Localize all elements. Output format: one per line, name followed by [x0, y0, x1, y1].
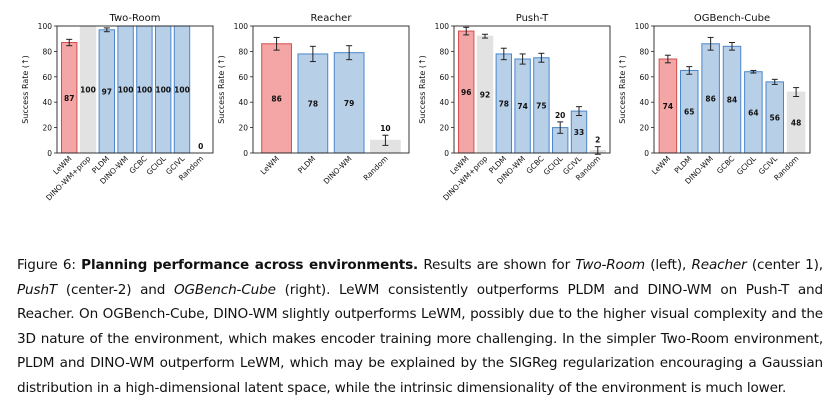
bar-value-label: 2 [595, 136, 600, 145]
bar-value-label: 0 [198, 142, 203, 151]
y-tick-label: 40 [238, 98, 248, 107]
bar-value-label: 92 [480, 91, 490, 100]
bar-value-label: 78 [499, 99, 509, 108]
y-tick-label: 100 [635, 22, 650, 31]
y-tick-label: 20 [639, 124, 649, 133]
chart-title: Push-T [516, 13, 549, 24]
y-tick-label: 80 [238, 47, 248, 56]
x-tick-label: LeWM [259, 154, 281, 176]
y-axis-label: Success Rate (↑) [217, 55, 226, 124]
y-tick-label: 60 [42, 73, 52, 82]
caption-env-ogbench-cube: OGBench-Cube [173, 281, 276, 298]
bar-value-label: 96 [461, 88, 471, 97]
y-tick-label: 40 [639, 98, 649, 107]
figure-caption: Figure 6: Planning performance across en… [17, 253, 823, 401]
bar-value-label: 84 [727, 96, 737, 105]
y-tick-label: 80 [639, 47, 649, 56]
caption-text: (center-2) and [57, 281, 174, 298]
bar [297, 53, 329, 154]
chart-title: Two-Room [108, 13, 160, 24]
axes-frame [56, 25, 214, 154]
chart-panel: OGBench-Cube Success Rate (↑) 0 20 40 60 80 100… [618, 13, 811, 186]
y-axis-label: Success Rate (↑) [618, 55, 627, 124]
bar-value-label: 64 [748, 108, 758, 117]
caption-bold-title: Planning performance across environments… [81, 257, 419, 273]
bar-value-label: 100 [80, 86, 96, 95]
bar-value-label: 74 [663, 102, 673, 111]
x-tick-label: Random [362, 154, 390, 182]
y-tick-label: 0 [47, 149, 52, 158]
y-axis-label: Success Rate (↑) [21, 55, 30, 124]
y-tick-label: 100 [435, 22, 450, 31]
x-tick-label: GCIQL [542, 153, 565, 176]
bar-value-label: 79 [344, 99, 354, 108]
bar-value-label: 65 [684, 108, 694, 117]
bar-value-label: 33 [574, 128, 584, 137]
axes-frame [653, 25, 811, 154]
bar-value-label: 100 [137, 86, 153, 95]
y-tick-label: 100 [234, 22, 249, 31]
bar-value-label: 74 [517, 102, 527, 111]
y-tick-label: 60 [439, 73, 449, 82]
caption-figure-label: Figure 6: [17, 257, 82, 273]
caption-text: (left), [644, 257, 692, 273]
y-tick-label: 20 [238, 124, 248, 133]
y-tick-label: 80 [42, 47, 52, 56]
x-tick-label: LeWM [650, 154, 672, 176]
y-tick-label: 0 [644, 149, 649, 158]
y-tick-label: 100 [38, 22, 53, 31]
axes-frame [453, 25, 611, 154]
y-tick-label: 20 [42, 124, 52, 133]
y-tick-label: 80 [439, 47, 449, 56]
x-tick-label: GCIQL [145, 153, 168, 176]
caption-text: (right). LeWM consistently outperforms P… [17, 281, 823, 396]
caption-env-reacher: Reacher [691, 257, 747, 273]
bar-value-label: 100 [174, 86, 190, 95]
y-tick-label: 40 [439, 98, 449, 107]
x-tick-label: GCBC [715, 154, 736, 175]
chart-title: OGBench-Cube [694, 13, 770, 24]
bar-value-label: 48 [791, 119, 801, 128]
bar-value-label: 56 [770, 113, 780, 122]
bar-value-label: 100 [118, 86, 134, 95]
y-tick-label: 0 [243, 149, 248, 158]
bar-value-label: 75 [536, 101, 546, 110]
bar-value-label: 10 [380, 124, 390, 133]
bar-value-label: 86 [705, 94, 715, 103]
y-tick-label: 40 [42, 98, 52, 107]
caption-env-two-room: Two-Room [575, 257, 645, 273]
chart-panel: Reacher Success Rate (↑) 0 20 40 60 80 100 86 LeW… [217, 13, 410, 186]
y-tick-label: 20 [439, 124, 449, 133]
bar-value-label: 87 [64, 94, 74, 103]
y-tick-label: 60 [238, 73, 248, 82]
chart-title: Reacher [311, 13, 353, 24]
bar-value-label: 86 [271, 94, 281, 103]
y-axis-label: Success Rate (↑) [418, 55, 427, 124]
bar-value-label: 97 [102, 87, 112, 96]
bar-value-label: 20 [555, 111, 565, 120]
bar-value-label: 100 [155, 86, 171, 95]
x-tick-label: GCIQL [735, 153, 758, 176]
x-tick-label: PLDM [296, 154, 317, 175]
caption-text: Results are shown for [418, 257, 576, 273]
caption-env-pusht: PushT [17, 281, 58, 298]
y-tick-label: 60 [639, 73, 649, 82]
bar-value-label: 78 [308, 99, 318, 108]
caption-text: (center 1), [746, 257, 823, 273]
axes-frame [252, 25, 410, 154]
y-tick-label: 0 [444, 149, 449, 158]
x-tick-label: DINO-WM [322, 154, 354, 186]
